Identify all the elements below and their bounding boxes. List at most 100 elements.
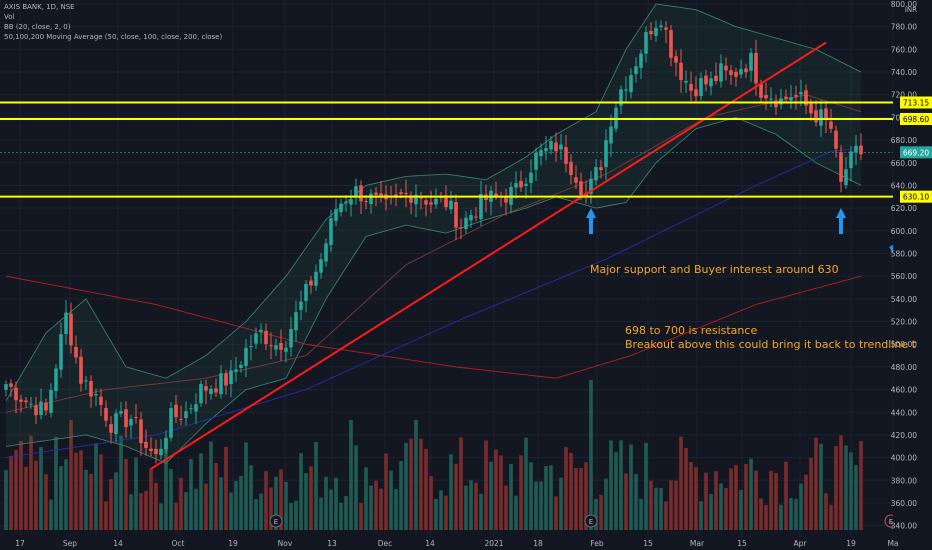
volume-bar — [114, 472, 118, 530]
price-labels: 713.15 698.60 669.20 630.10 — [900, 96, 932, 203]
candle-body — [279, 342, 283, 350]
candle — [524, 177, 528, 199]
candle-body — [594, 167, 598, 181]
candle — [479, 180, 483, 227]
candle — [159, 439, 163, 460]
trendline[interactable] — [150, 41, 827, 470]
horizontal-levels[interactable] — [0, 101, 893, 198]
candle — [124, 401, 128, 438]
candle-body — [769, 98, 773, 100]
candle-body — [739, 69, 743, 75]
volume-bar — [474, 482, 478, 530]
candle-body — [169, 408, 173, 438]
candle-body — [569, 161, 573, 176]
price-tag: 713.15 — [900, 96, 932, 109]
candle-body — [199, 384, 203, 404]
candle-body — [534, 152, 538, 170]
volume-bar — [249, 465, 253, 530]
candle — [14, 381, 18, 414]
candle — [29, 396, 33, 409]
candle-body — [424, 200, 428, 205]
candle-body — [259, 329, 263, 333]
candle — [764, 82, 768, 111]
candle-body — [459, 227, 463, 229]
candle-body — [409, 195, 413, 203]
volume-bar — [644, 442, 648, 530]
candle-body — [604, 140, 608, 167]
volume-bar — [219, 477, 223, 530]
candle-body — [114, 413, 118, 435]
price-tick-label: 760.00 — [891, 45, 917, 54]
symbol-title[interactable]: AXIS BANK, 1D, NSE — [4, 3, 75, 11]
candle-body — [529, 172, 533, 183]
time-tick-label: Oct — [172, 539, 185, 548]
volume-bar — [44, 474, 48, 530]
candle — [154, 439, 158, 464]
time-axis[interactable]: 17 Sep 14 Oct 19 Nov 13 Dec 14 2021 18 Feb 15 Mar 15 Ap… — [0, 537, 932, 550]
price-tick-label: 380.00 — [891, 476, 917, 485]
candle-body — [144, 441, 148, 448]
volume-bar — [759, 498, 763, 530]
candle — [624, 76, 628, 102]
volume-legend[interactable]: Vol — [4, 13, 15, 21]
candle — [44, 398, 48, 416]
candle — [314, 264, 318, 291]
candle-body — [4, 384, 8, 390]
ma100-line — [5, 147, 862, 459]
price-axis[interactable]: 340.00 360.00 380.00 400.00 420.00 440.00 460.… — [891, 0, 932, 550]
volume-bar — [609, 440, 613, 530]
volume-bar — [119, 435, 123, 530]
time-tick-label: Ma — [887, 539, 898, 548]
candle-body — [844, 169, 848, 186]
volume-bar — [764, 504, 768, 530]
candle-body — [194, 404, 198, 412]
candle — [9, 379, 13, 397]
candle — [794, 85, 798, 110]
candle-body — [29, 403, 33, 405]
candle-body — [179, 418, 183, 420]
volume-bar — [544, 466, 548, 530]
candle — [569, 154, 573, 185]
volume-bar — [254, 499, 258, 530]
volume-bar — [484, 440, 488, 530]
volume-bar — [739, 489, 743, 530]
candle — [259, 323, 263, 344]
volume-bar — [274, 476, 278, 530]
candle — [504, 188, 508, 216]
candle-body — [154, 448, 158, 455]
candle-body — [749, 52, 753, 71]
candle-body — [764, 94, 768, 99]
volume-bar — [139, 493, 143, 530]
volume-bar — [534, 481, 538, 530]
candle-body — [644, 32, 648, 54]
volume-bar — [539, 481, 543, 530]
candle — [419, 191, 423, 210]
bb-legend[interactable]: BB (20, close, 2, 0) — [4, 23, 71, 31]
indicator-legend[interactable]: AXIS BANK, 1D, NSE Vol BB (20, close, 2,… — [4, 2, 222, 42]
candle — [244, 339, 248, 378]
volume-bar — [824, 493, 828, 530]
volume-bar — [204, 483, 208, 530]
volume-bar — [584, 462, 588, 530]
candle — [829, 108, 833, 133]
candle — [99, 388, 103, 417]
candle — [249, 334, 253, 361]
volume-bar — [344, 496, 348, 530]
candle-body — [794, 95, 798, 97]
volume-bar — [269, 487, 273, 530]
candle — [214, 378, 218, 398]
candle-body — [84, 380, 88, 382]
volume-bar — [454, 463, 458, 530]
volume-bar — [804, 474, 808, 530]
candle — [379, 181, 383, 203]
candle — [174, 395, 178, 424]
price-tick-label: 560.00 — [891, 272, 917, 281]
ma-legend[interactable]: 50,100,200 Moving Average (50, close, 10… — [4, 33, 223, 41]
volume-bar — [34, 460, 38, 530]
candle-body — [229, 370, 233, 385]
volume-bar — [384, 453, 388, 530]
candle — [354, 178, 358, 205]
